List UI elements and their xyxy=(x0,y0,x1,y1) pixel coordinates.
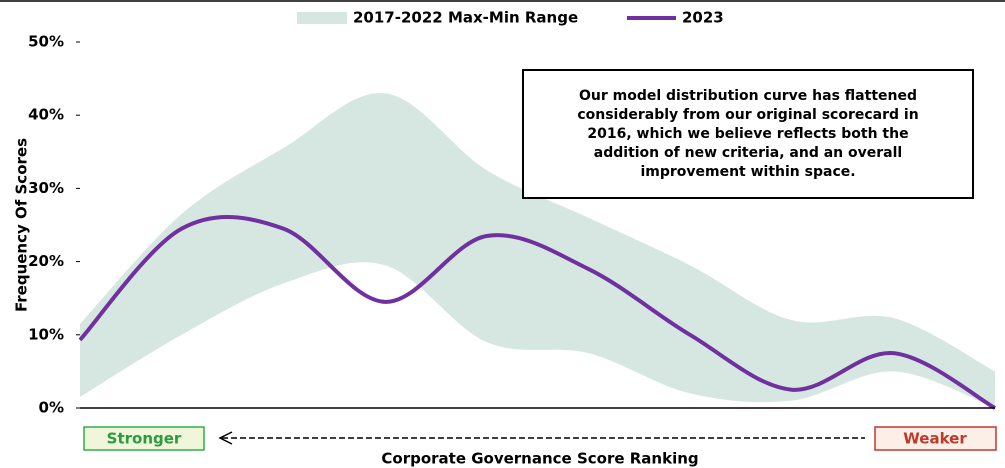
range-area xyxy=(80,92,995,408)
y-tick-label: 0% xyxy=(39,399,64,417)
stronger-label: Stronger xyxy=(107,430,182,448)
y-tick-label: 30% xyxy=(28,179,64,197)
line-2023 xyxy=(78,215,996,410)
annotation-text: considerably from our original scorecard… xyxy=(577,107,918,123)
y-tick-label: 20% xyxy=(28,252,64,270)
annotation-text: Our model distribution curve has flatten… xyxy=(579,88,917,104)
stronger-box xyxy=(83,426,205,451)
legend-label: 2023 xyxy=(682,9,724,27)
annotation-text: 2016, which we believe reflects both the xyxy=(587,126,908,142)
y-axis-label: Frequency Of Scores xyxy=(13,138,31,312)
x-axis-label: Corporate Governance Score Ranking xyxy=(381,450,698,468)
legend-swatch xyxy=(297,12,347,24)
legend-label: 2017-2022 Max-Min Range xyxy=(353,9,578,27)
y-tick-label: 10% xyxy=(28,325,64,343)
annotation-text: improvement within space. xyxy=(640,164,855,180)
annotation-text: addition of new criteria, and an overall xyxy=(594,145,902,161)
y-tick-label: 40% xyxy=(28,106,64,124)
arrow-head xyxy=(218,431,233,445)
weaker-box xyxy=(874,426,997,451)
weaker-label: Weaker xyxy=(903,430,967,448)
y-tick-label: 50% xyxy=(28,33,64,51)
annotation-box xyxy=(522,69,974,199)
